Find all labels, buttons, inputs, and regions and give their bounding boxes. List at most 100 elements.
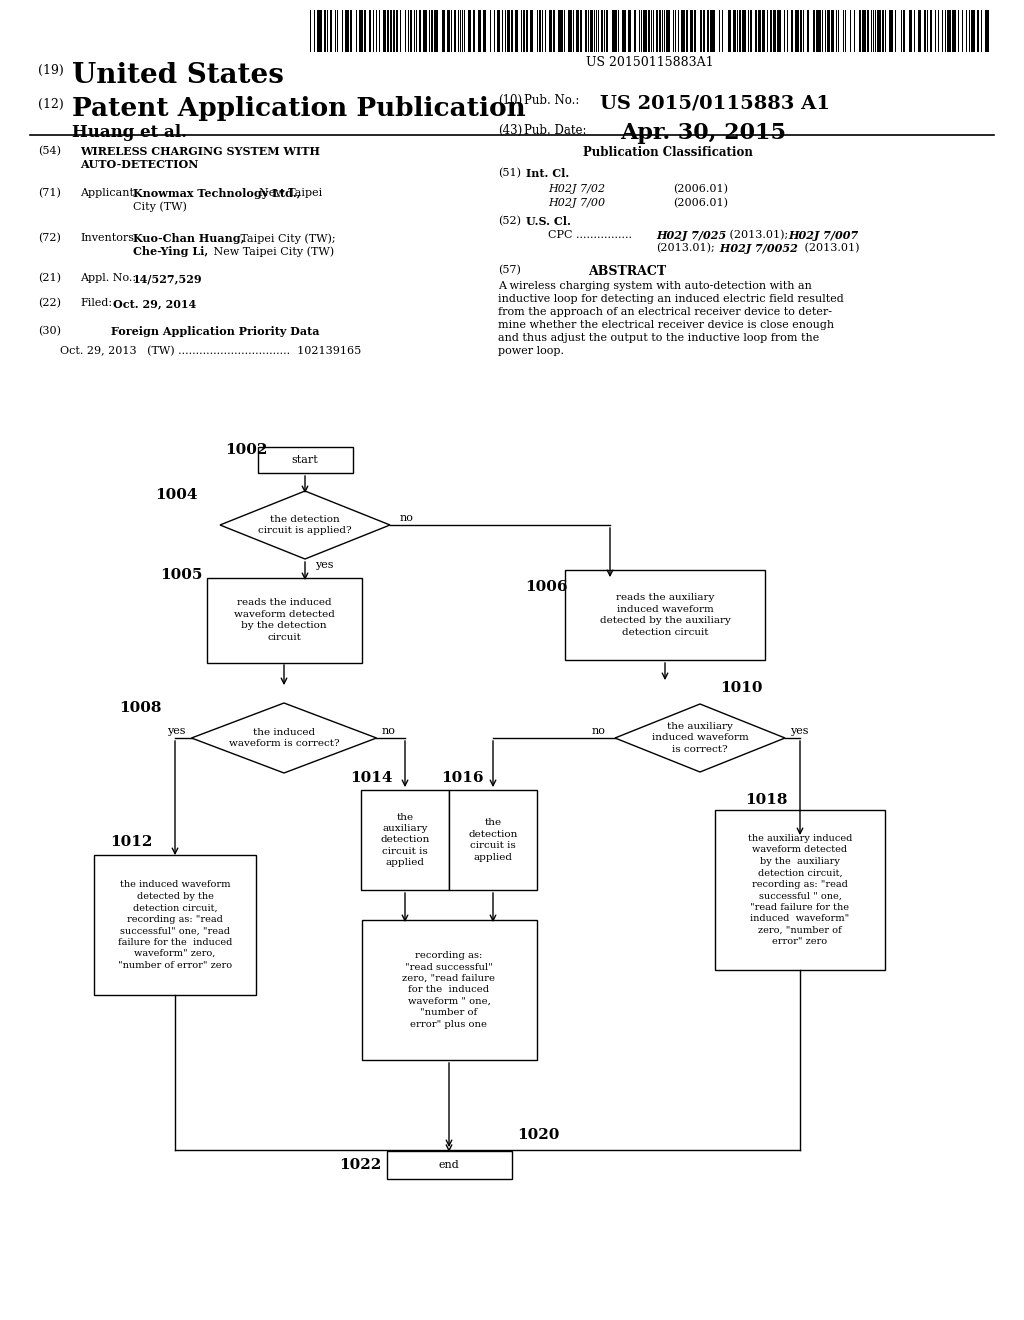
Bar bbox=[585, 11, 587, 51]
Bar bbox=[715, 810, 885, 970]
Text: (54): (54) bbox=[38, 147, 61, 156]
Bar bbox=[580, 11, 582, 51]
Text: A wireless charging system with auto-detection with an: A wireless charging system with auto-det… bbox=[498, 281, 812, 290]
Text: AUTO-DETECTION: AUTO-DETECTION bbox=[80, 158, 199, 170]
Text: (30): (30) bbox=[38, 326, 61, 337]
Bar bbox=[454, 11, 456, 51]
Bar bbox=[628, 11, 631, 51]
Bar bbox=[386, 1151, 512, 1179]
Text: Filed:: Filed: bbox=[80, 298, 112, 308]
Bar bbox=[882, 11, 884, 51]
Text: (2013.01);: (2013.01); bbox=[726, 230, 788, 240]
Bar bbox=[643, 11, 647, 51]
Bar bbox=[666, 11, 670, 51]
Text: (52): (52) bbox=[498, 216, 521, 226]
Bar bbox=[728, 11, 731, 51]
Text: (10): (10) bbox=[498, 94, 522, 107]
Text: Appl. No.:: Appl. No.: bbox=[80, 273, 136, 282]
Bar bbox=[207, 578, 361, 663]
Bar bbox=[396, 11, 398, 51]
Text: inductive loop for detecting an induced electric field resulted: inductive loop for detecting an induced … bbox=[498, 294, 844, 304]
Text: Taipei City (TW);: Taipei City (TW); bbox=[237, 234, 336, 244]
Bar bbox=[807, 11, 809, 51]
Text: no: no bbox=[400, 513, 414, 523]
Text: U.S. Cl.: U.S. Cl. bbox=[526, 216, 570, 227]
Text: 1020: 1020 bbox=[517, 1129, 559, 1142]
Text: Publication Classification: Publication Classification bbox=[583, 147, 753, 158]
Bar bbox=[447, 11, 450, 51]
Text: reads the auxiliary
induced waveform
detected by the auxiliary
detection circuit: reads the auxiliary induced waveform det… bbox=[600, 593, 730, 636]
Text: end: end bbox=[438, 1160, 460, 1170]
Bar bbox=[659, 11, 662, 51]
Bar bbox=[813, 11, 815, 51]
Bar bbox=[758, 11, 761, 51]
Bar bbox=[468, 11, 471, 51]
Text: the
auxiliary
detection
circuit is
applied: the auxiliary detection circuit is appli… bbox=[380, 813, 430, 867]
Text: US 2015/0115883 A1: US 2015/0115883 A1 bbox=[600, 94, 830, 112]
Text: (2006.01): (2006.01) bbox=[673, 198, 728, 209]
Bar bbox=[755, 11, 757, 51]
Text: (72): (72) bbox=[38, 234, 60, 243]
Bar bbox=[770, 11, 772, 51]
Text: 1008: 1008 bbox=[119, 701, 162, 715]
Bar bbox=[777, 11, 781, 51]
Bar bbox=[497, 11, 500, 51]
Bar bbox=[442, 11, 445, 51]
Bar bbox=[700, 11, 702, 51]
Text: Applicant:: Applicant: bbox=[80, 187, 138, 198]
Text: Knowmax Technology Ltd.,: Knowmax Technology Ltd., bbox=[133, 187, 301, 199]
Bar bbox=[648, 11, 650, 51]
Text: recording as:
"read successful"
zero, "read failure
for the  induced
waveform " : recording as: "read successful" zero, "r… bbox=[402, 952, 496, 1028]
Bar bbox=[977, 11, 979, 51]
Text: 1002: 1002 bbox=[225, 444, 267, 457]
Text: Apr. 30, 2015: Apr. 30, 2015 bbox=[620, 121, 786, 144]
Text: (2013.01): (2013.01) bbox=[801, 243, 859, 253]
Text: Inventors:: Inventors: bbox=[80, 234, 138, 243]
Text: 14/527,529: 14/527,529 bbox=[133, 273, 203, 284]
Bar bbox=[364, 11, 366, 51]
Bar bbox=[434, 11, 438, 51]
Text: 1006: 1006 bbox=[525, 579, 567, 594]
Text: the induced
waveform is correct?: the induced waveform is correct? bbox=[228, 727, 339, 748]
Text: (22): (22) bbox=[38, 298, 61, 309]
Bar bbox=[387, 11, 389, 51]
Bar bbox=[971, 11, 975, 51]
Bar bbox=[739, 11, 741, 51]
Bar bbox=[918, 11, 921, 51]
Bar bbox=[483, 11, 486, 51]
Bar bbox=[710, 11, 715, 51]
Text: (51): (51) bbox=[498, 168, 521, 178]
Text: H02J 7/025: H02J 7/025 bbox=[656, 230, 726, 242]
Bar bbox=[526, 11, 528, 51]
Text: ABSTRACT: ABSTRACT bbox=[588, 265, 667, 279]
Bar bbox=[350, 11, 352, 51]
Text: and thus adjust the output to the inductive loop from the: and thus adjust the output to the induct… bbox=[498, 333, 819, 343]
Bar bbox=[930, 11, 932, 51]
Text: H02J 7/00: H02J 7/00 bbox=[548, 198, 605, 209]
Bar bbox=[791, 11, 793, 51]
Bar bbox=[909, 11, 912, 51]
Bar bbox=[686, 11, 688, 51]
Text: (57): (57) bbox=[498, 265, 521, 276]
Bar bbox=[742, 11, 746, 51]
Text: (2006.01): (2006.01) bbox=[673, 183, 728, 194]
Bar bbox=[390, 11, 392, 51]
Bar bbox=[889, 11, 893, 51]
Text: (12): (12) bbox=[38, 98, 63, 111]
Bar bbox=[431, 11, 433, 51]
Bar bbox=[795, 11, 799, 51]
Bar bbox=[383, 11, 386, 51]
Text: H02J 7/0052: H02J 7/0052 bbox=[716, 243, 798, 253]
Text: Foreign Application Priority Data: Foreign Application Priority Data bbox=[80, 326, 319, 337]
Text: Patent Application Publication: Patent Application Publication bbox=[72, 96, 525, 121]
Bar bbox=[257, 447, 352, 473]
Text: Kuo-Chan Huang,: Kuo-Chan Huang, bbox=[133, 234, 245, 244]
Bar bbox=[800, 11, 802, 51]
Text: (43): (43) bbox=[498, 124, 522, 137]
Bar bbox=[575, 11, 579, 51]
Text: yes: yes bbox=[790, 726, 809, 737]
Text: Pub. No.:: Pub. No.: bbox=[524, 94, 580, 107]
Text: no: no bbox=[591, 726, 605, 737]
Text: Huang et al.: Huang et al. bbox=[72, 124, 187, 141]
Text: New Taipei: New Taipei bbox=[133, 187, 323, 198]
